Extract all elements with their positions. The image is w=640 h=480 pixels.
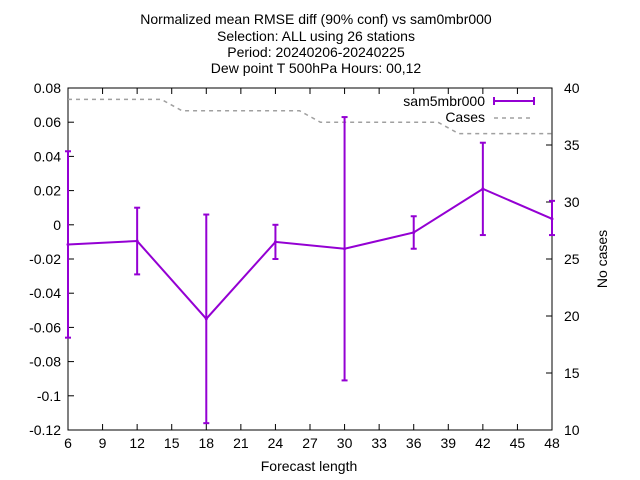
- data-point: [343, 247, 347, 251]
- x-tick-label: 12: [129, 435, 145, 451]
- x-tick-label: 18: [198, 435, 214, 451]
- chart-title: Normalized mean RMSE diff (90% conf) vs …: [140, 11, 492, 76]
- data-point: [481, 187, 485, 191]
- x-tick-label: 27: [302, 435, 318, 451]
- x-tick-label: 36: [406, 435, 422, 451]
- y-tick-label: -0.08: [29, 354, 61, 370]
- y-tick-label: 0: [53, 217, 61, 233]
- plot-frame: [67, 87, 553, 431]
- data-point: [273, 240, 277, 244]
- x-tick-label: 33: [371, 435, 387, 451]
- x-tick-label: 9: [99, 435, 107, 451]
- series-sam5mbr000-line: [67, 187, 553, 321]
- title-line-3: Period: 20240206-20240225: [227, 44, 405, 60]
- x-axis-label: Forecast length: [261, 458, 358, 474]
- y-tick-label: 0.04: [34, 148, 61, 164]
- title-line-4: Dew point T 500hPa Hours: 00,12: [211, 60, 422, 76]
- data-point: [66, 242, 70, 246]
- y2-tick-label: 35: [564, 137, 580, 153]
- y-tick-label: 0.02: [34, 183, 61, 199]
- x-tick-label: 39: [440, 435, 456, 451]
- y-tick-label: -0.02: [29, 251, 61, 267]
- x-tick-label: 15: [164, 435, 180, 451]
- legend-label-cases: Cases: [445, 109, 485, 125]
- y2-tick-label: 40: [564, 80, 580, 96]
- x-tick-label: 24: [268, 435, 284, 451]
- y-tick-label: -0.06: [29, 319, 61, 335]
- legend-label-sam5mbr000: sam5mbr000: [403, 93, 485, 109]
- y2-tick-label: 15: [564, 365, 580, 381]
- y2-tick-label: 10: [564, 422, 580, 438]
- x-tick-label: 30: [337, 435, 353, 451]
- plot-area: 6 9 12 15 18 21 24 27 30 33 36 39 42 45 48 0.08 0.06 0.04…: [29, 80, 580, 451]
- x-tick-label: 42: [475, 435, 491, 451]
- y-tick-label: 0.08: [34, 80, 61, 96]
- y-tick-label: 0.06: [34, 114, 61, 130]
- x-tick-label: 21: [233, 435, 249, 451]
- x-tick-label: 6: [64, 435, 72, 451]
- data-point: [135, 239, 139, 243]
- data-point: [412, 230, 416, 234]
- x-tick-label: 48: [544, 435, 560, 451]
- data-point: [204, 317, 208, 321]
- y2-tick-label: 25: [564, 251, 580, 267]
- title-line-1: Normalized mean RMSE diff (90% conf) vs …: [140, 11, 492, 27]
- y2-tick-label: 20: [564, 308, 580, 324]
- y-tick-label: -0.04: [29, 285, 61, 301]
- title-line-2: Selection: ALL using 26 stations: [217, 28, 415, 44]
- data-point: [550, 217, 554, 221]
- x-tick-label: 45: [510, 435, 526, 451]
- y-tick-label: -0.12: [29, 422, 61, 438]
- y2-axis-label: No cases: [594, 230, 610, 288]
- series-cases-line: [68, 98, 552, 135]
- y2-tick-label: 30: [564, 194, 580, 210]
- y-tick-label: -0.1: [37, 388, 61, 404]
